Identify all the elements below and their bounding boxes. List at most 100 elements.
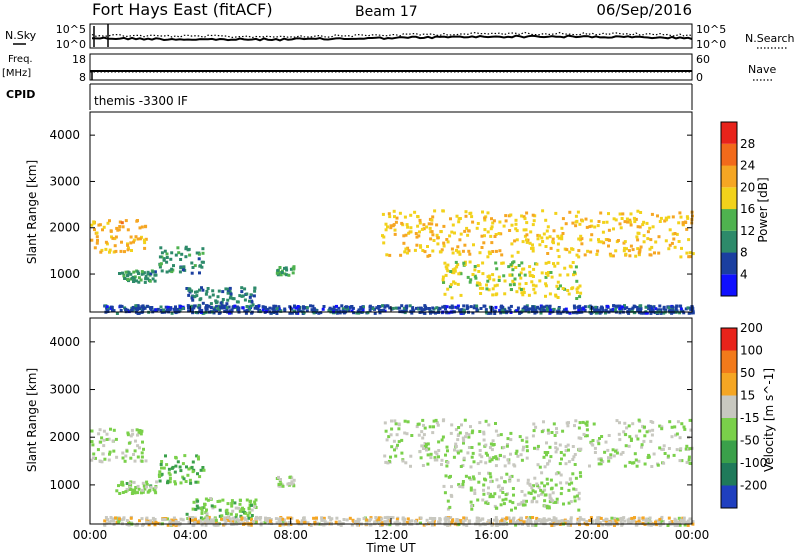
data-cell: [601, 230, 605, 234]
data-cell: [494, 305, 498, 309]
data-cell: [572, 455, 576, 459]
data-cell: [149, 272, 153, 276]
data-cell: [205, 516, 209, 520]
data-cell: [658, 220, 662, 223]
data-cell: [277, 475, 280, 479]
data-cell: [462, 523, 466, 527]
data-cell: [143, 306, 147, 310]
data-cell: [417, 234, 421, 238]
data-cell: [450, 521, 454, 524]
data-cell: [536, 237, 540, 241]
data-cell: [489, 311, 493, 315]
data-cell: [589, 219, 593, 223]
data-cell: [402, 518, 406, 522]
data-cell: [103, 457, 107, 461]
data-cell: [495, 478, 499, 482]
data-cell: [660, 427, 664, 431]
data-cell: [220, 514, 224, 518]
data-cell: [193, 295, 197, 299]
data-cell: [538, 243, 542, 247]
data-cell: [473, 265, 477, 268]
data-cell: [142, 307, 145, 311]
data-cell: [191, 266, 195, 269]
data-cell: [250, 518, 253, 522]
data-cell: [678, 311, 682, 315]
data-cell: [345, 518, 349, 522]
data-cell: [623, 304, 626, 308]
data-cell: [200, 523, 204, 527]
data-cell: [429, 237, 433, 241]
data-cell: [451, 519, 454, 523]
data-cell: [245, 292, 249, 296]
data-cell: [628, 220, 632, 224]
data-cell: [463, 518, 467, 522]
data-cell: [618, 307, 622, 311]
data-cell: [181, 307, 185, 310]
data-cell: [168, 473, 172, 477]
data-cell: [196, 520, 200, 524]
colorbar-segment: [721, 209, 737, 231]
data-cell: [576, 305, 580, 309]
data-cell: [416, 224, 420, 228]
data-cell: [246, 514, 250, 517]
data-cell: [425, 448, 428, 452]
velocity-y-label: Slant Range [km]: [25, 368, 39, 472]
data-cell: [687, 455, 691, 459]
data-cell: [221, 498, 225, 502]
data-cell: [548, 493, 552, 497]
data-cell: [136, 491, 140, 495]
data-cell: [480, 234, 484, 238]
data-cell: [520, 438, 524, 442]
data-cell: [448, 305, 452, 309]
data-cell: [281, 484, 285, 488]
data-cell: [533, 520, 537, 524]
data-cell: [673, 425, 677, 429]
data-cell: [165, 260, 169, 264]
data-cell: [523, 305, 527, 309]
data-cell: [392, 439, 396, 443]
power-y-label: Slant Range [km]: [25, 160, 39, 264]
data-cell: [619, 226, 623, 230]
data-cell: [176, 246, 180, 250]
data-cell: [634, 254, 638, 258]
data-cell: [300, 519, 304, 523]
data-cell: [617, 432, 621, 436]
data-cell: [503, 464, 507, 468]
data-cell: [554, 472, 558, 476]
data-cell: [302, 516, 306, 520]
data-cell: [284, 266, 288, 270]
data-cell: [217, 308, 221, 311]
data-cell: [144, 274, 148, 278]
data-cell: [618, 438, 622, 442]
data-cell: [161, 518, 165, 522]
data-cell: [625, 247, 628, 251]
data-cell: [231, 520, 235, 524]
data-cell: [593, 308, 597, 312]
data-cell: [280, 271, 284, 274]
data-cell: [601, 309, 605, 313]
data-cell: [221, 298, 225, 301]
data-cell: [648, 516, 652, 520]
data-cell: [137, 431, 141, 435]
data-cell: [139, 432, 143, 436]
data-cell: [121, 456, 125, 460]
data-cell: [264, 306, 267, 310]
nave-tick-low: 0: [696, 71, 703, 84]
data-cell: [475, 304, 479, 308]
data-cell: [506, 437, 510, 441]
data-cell: [292, 478, 296, 482]
data-cell: [532, 287, 536, 291]
data-cell: [648, 429, 651, 433]
data-cell: [525, 520, 529, 524]
data-cell: [676, 420, 680, 424]
data-cell: [634, 217, 638, 221]
data-cell: [196, 506, 200, 510]
data-cell: [658, 523, 662, 527]
data-cell: [444, 516, 448, 520]
data-cell: [398, 306, 402, 310]
data-cell: [398, 211, 402, 215]
data-cell: [173, 480, 177, 484]
data-cell: [416, 422, 420, 426]
data-cell: [228, 309, 232, 313]
